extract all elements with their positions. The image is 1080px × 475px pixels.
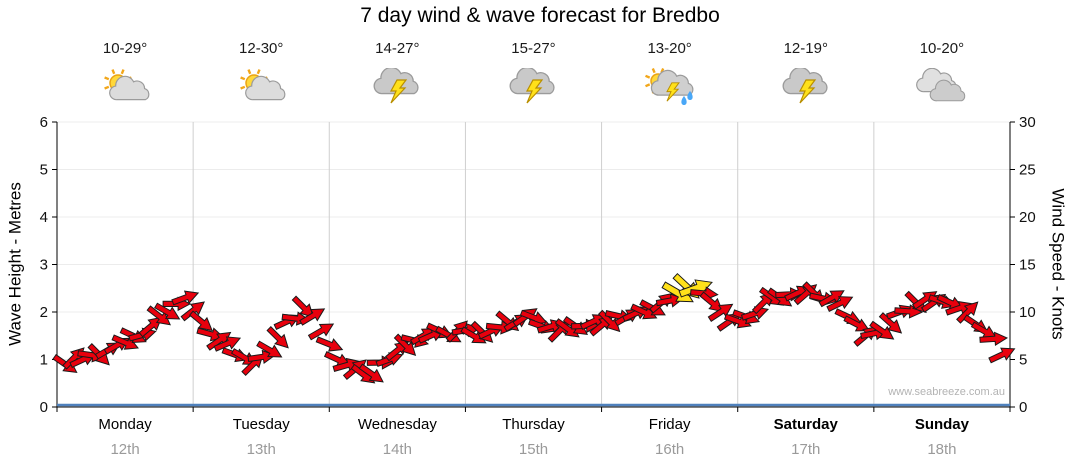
wind-arrow	[299, 308, 326, 326]
wind-arrow	[307, 323, 335, 341]
left-axis-title: Wave Height - Metres	[5, 182, 25, 346]
wind-arrow	[256, 340, 283, 358]
day-date: 15th	[518, 441, 549, 458]
wind-arrow	[138, 316, 163, 338]
wind-arrow	[878, 312, 903, 334]
lightning-icon	[798, 79, 816, 104]
page-title: 7 day wind & wave forecast for Bredbo	[360, 4, 720, 27]
wind-arrow	[291, 295, 315, 318]
day-name: Friday	[648, 416, 691, 433]
right-axis-tick-label: 5	[1019, 352, 1027, 369]
weather-icon	[738, 66, 874, 114]
day-temp: 10-20°	[919, 40, 965, 57]
lightning-icon	[665, 82, 680, 102]
day-names-row: Monday Tuesday Wednesday Thursday Friday…	[57, 416, 1010, 433]
weather-icon	[465, 66, 601, 114]
wind-arrow	[315, 336, 344, 352]
day-name: Saturday	[773, 416, 838, 433]
weather-icon-svg	[373, 68, 419, 104]
day-date: 18th	[927, 441, 957, 458]
right-axis-tick-label: 30	[1019, 114, 1036, 131]
weather-icon-svg	[104, 69, 150, 101]
day-date: 13th	[246, 441, 276, 458]
wind-arrow	[247, 349, 277, 365]
weather-icon-svg	[916, 68, 966, 102]
right-axis-title: Wind Speed - Knots	[1048, 188, 1068, 340]
raindrop-icon	[680, 96, 687, 105]
lightning-icon	[390, 79, 408, 104]
day-date: 12th	[110, 441, 140, 458]
wind-arrow	[393, 333, 417, 356]
day-temp: 10-29°	[102, 40, 148, 57]
weather-icon-svg	[782, 68, 828, 104]
weather-icon	[329, 66, 465, 114]
wind-arrow	[597, 309, 621, 333]
right-axis-tick-label: 20	[1019, 209, 1036, 226]
wind-arrow	[188, 310, 213, 332]
day-name: Sunday	[914, 416, 969, 433]
day-temp: 15-27°	[511, 40, 556, 57]
wind-arrow	[266, 326, 289, 349]
left-axis-tick-label: 1	[40, 352, 48, 369]
wind-arrow	[213, 336, 242, 352]
wind-arrow	[843, 315, 871, 332]
day-temp: 12-19°	[783, 40, 828, 57]
wind-arrow	[826, 296, 854, 313]
day-name: Monday	[98, 416, 152, 433]
temperature-row: 10-29° 12-30° 14-27° 15-27° 13-20° 12-19…	[57, 40, 1010, 57]
raindrop-icon	[686, 91, 693, 100]
left-axis-tick-label: 4	[40, 209, 48, 226]
left-axis-tick-label: 3	[40, 257, 48, 274]
wind-arrow	[154, 302, 181, 320]
wind-arrow	[655, 293, 685, 308]
day-name: Wednesday	[357, 416, 437, 433]
weather-icon	[874, 66, 1010, 114]
day-date: 16th	[655, 441, 685, 458]
left-axis-tick-label: 5	[40, 162, 48, 179]
right-axis-tick-label: 0	[1019, 399, 1027, 416]
left-axis-tick-label: 0	[40, 399, 48, 416]
wind-arrow	[146, 305, 171, 326]
right-axis-tick-label: 10	[1019, 304, 1036, 321]
weather-icon	[602, 66, 738, 114]
day-date: 17th	[791, 441, 821, 458]
wind-arrow	[111, 334, 139, 350]
cloud-icon	[109, 75, 150, 101]
wind-arrow	[358, 363, 384, 383]
weather-icon	[193, 66, 329, 114]
weather-icon-svg	[510, 68, 556, 104]
wind-arrow	[723, 313, 752, 329]
day-temp: 13-20°	[647, 40, 692, 57]
day-temp: 12-30°	[239, 40, 284, 57]
lightning-icon	[526, 79, 544, 104]
wind-arrow	[707, 303, 734, 322]
wind-arrow	[171, 290, 200, 306]
wind-arrow	[699, 291, 724, 313]
wind-arrow	[979, 331, 1009, 347]
weather-icon-svg	[644, 68, 694, 105]
wind-arrow	[956, 301, 979, 324]
weather-icon-svg	[240, 69, 286, 101]
day-name: Thursday	[502, 416, 565, 433]
day-name: Tuesday	[232, 416, 290, 433]
day-date: 14th	[382, 441, 412, 458]
wind-arrow	[630, 303, 658, 320]
right-axis-tick-label: 25	[1019, 162, 1036, 179]
left-axis-tick-label: 6	[40, 114, 48, 131]
weather-icon	[57, 66, 193, 114]
cloud-icon	[245, 75, 286, 101]
wind-arrow	[869, 320, 895, 340]
left-axis-tick-label: 2	[40, 304, 48, 321]
day-temp: 14-27°	[375, 40, 420, 57]
wind-arrow	[988, 347, 1016, 364]
day-dates-row: 12th 13th 14th 15th 16th 17th 18th	[57, 441, 1010, 458]
watermark: www.seabreeze.com.au	[888, 386, 1005, 398]
cloud-icon	[929, 79, 966, 102]
right-axis-tick-label: 15	[1019, 257, 1036, 274]
wind-arrow	[554, 318, 580, 338]
weather-icon-row	[57, 66, 1010, 114]
